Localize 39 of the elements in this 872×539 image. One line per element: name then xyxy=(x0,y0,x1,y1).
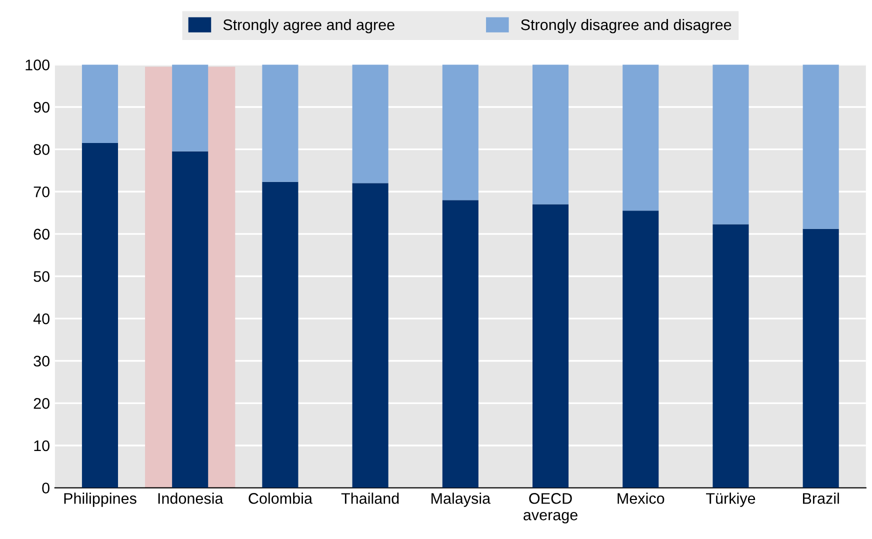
legend-label: Strongly agree and agree xyxy=(223,18,394,34)
y-tick-label: 0 xyxy=(42,482,50,494)
bar xyxy=(712,64,749,224)
x-tick-label: Türkiye xyxy=(706,492,756,507)
y-tick-label: 70 xyxy=(34,186,50,198)
y-tick-label: 30 xyxy=(34,356,50,367)
bar xyxy=(172,64,208,152)
bar xyxy=(442,200,478,488)
x-tick-label: Brazil xyxy=(802,492,839,504)
x-tick-label: Mexico xyxy=(618,492,664,504)
y-tick-label: 80 xyxy=(34,144,50,155)
y-tick-label: 20 xyxy=(34,398,50,409)
y-tick-label: 90 xyxy=(34,102,50,113)
y-tick-label: 60 xyxy=(34,228,50,240)
bar xyxy=(352,183,388,488)
y-tick-label: 40 xyxy=(33,313,50,324)
bar xyxy=(262,64,298,182)
x-tick-label: Indonesia xyxy=(158,492,224,504)
bar xyxy=(82,64,118,143)
bar xyxy=(712,224,749,488)
bar xyxy=(532,64,569,204)
bar xyxy=(82,142,118,488)
y-tick-label: 50 xyxy=(34,271,50,282)
x-tick-label: Philippines xyxy=(64,492,136,507)
bar xyxy=(442,64,478,200)
bar xyxy=(532,204,569,488)
x-tick-label: Thailand xyxy=(341,492,399,504)
x-tick-label: Colombia xyxy=(248,492,312,504)
x-tick-label: Malaysia xyxy=(432,492,491,507)
bar xyxy=(352,64,388,184)
bar xyxy=(802,64,839,229)
x-tick-label: OECD average xyxy=(524,493,578,524)
bar xyxy=(802,228,839,488)
bar xyxy=(622,210,659,488)
legend-label: Strongly disagree and disagree xyxy=(521,18,732,34)
y-tick-label: 10 xyxy=(34,440,50,452)
bar xyxy=(262,182,298,488)
y-tick-label: 100 xyxy=(26,60,50,70)
bar xyxy=(622,64,659,211)
